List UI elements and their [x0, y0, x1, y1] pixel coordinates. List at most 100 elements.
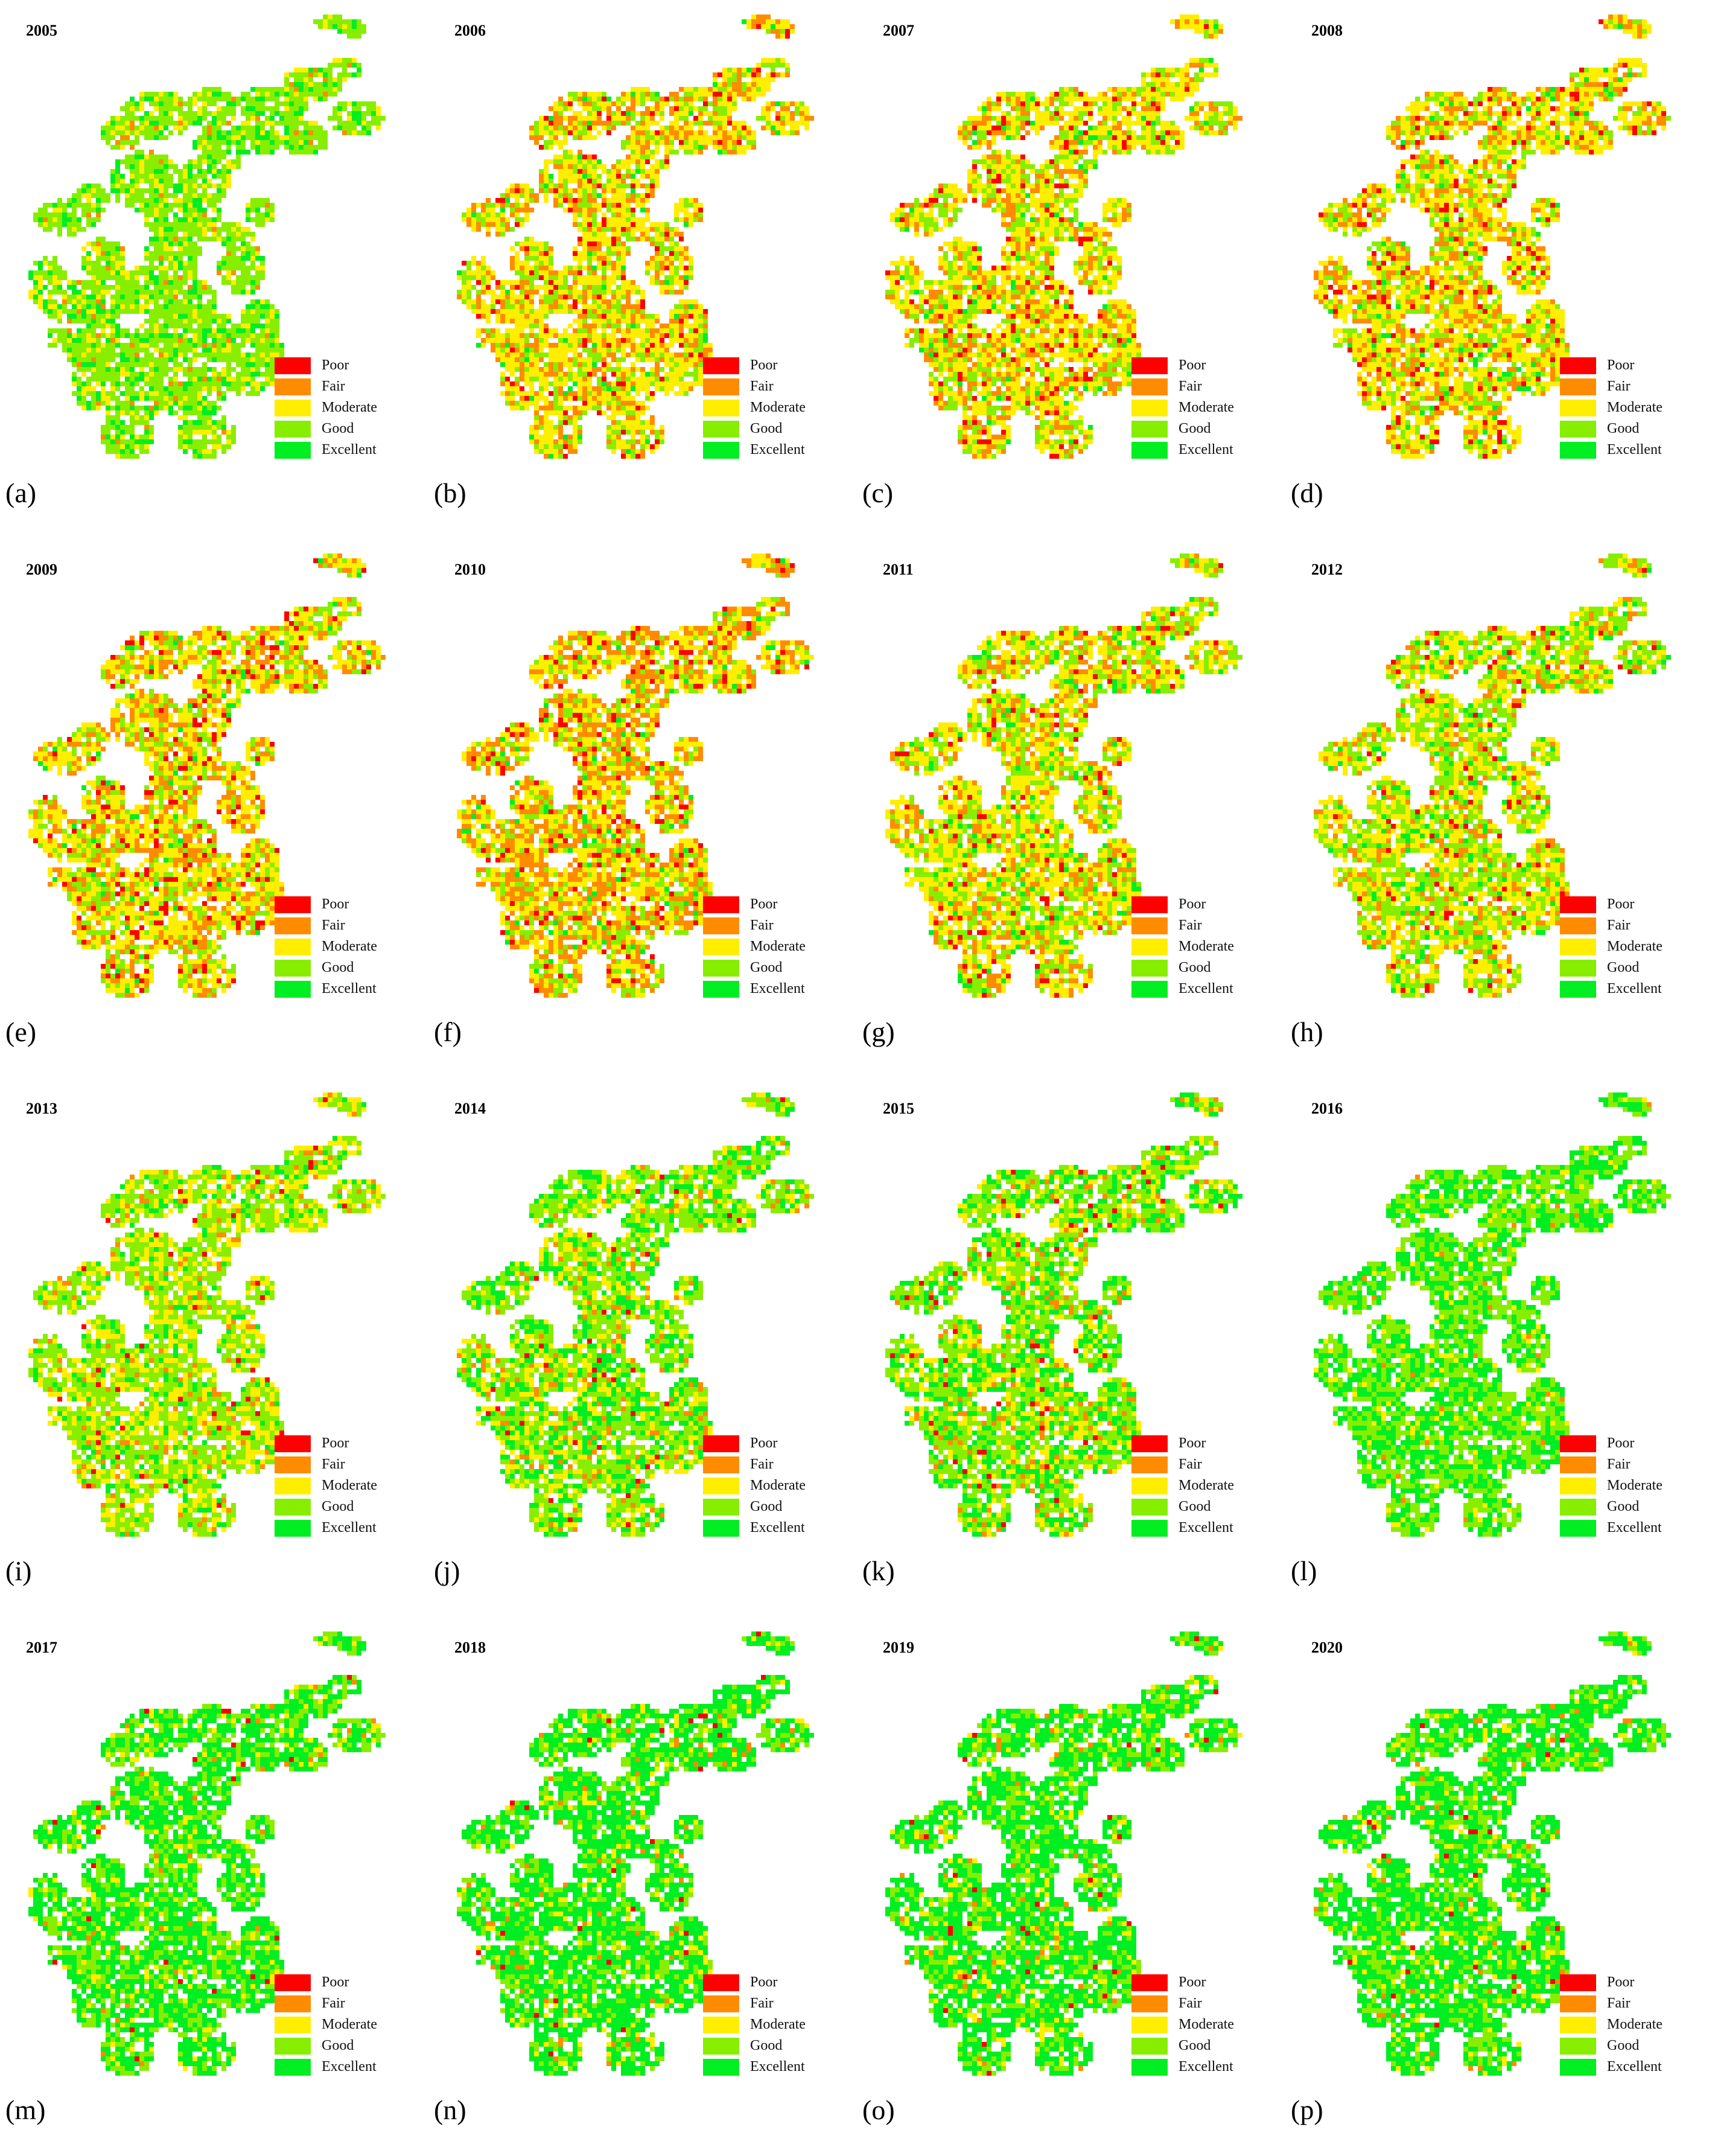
legend-swatch [703, 1456, 739, 1473]
map-panel: 2012 Poor Fair Moderate Good Excellent (h) [1286, 539, 1714, 1078]
legend-entry: Good [275, 2035, 377, 2056]
legend-entry: Excellent [1560, 439, 1662, 461]
legend-entry: Excellent [703, 439, 806, 461]
legend-label: Moderate [1179, 1478, 1234, 1494]
legend-swatch [275, 399, 311, 416]
legend-swatch [275, 896, 311, 913]
legend-label: Fair [750, 1995, 774, 2012]
map-legend: Poor Fair Moderate Good Excellent [1560, 355, 1662, 461]
legend-label: Moderate [1179, 939, 1234, 955]
legend-label: Moderate [750, 939, 806, 955]
legend-swatch [1131, 1435, 1168, 1452]
map-panel: 2016 Poor Fair Moderate Good Excellent (l) [1286, 1078, 1714, 1617]
legend-entry: Fair [1131, 915, 1234, 936]
legend-swatch [1560, 1519, 1596, 1537]
legend-entry: Good [703, 957, 806, 978]
ecological-quality-map [457, 14, 814, 459]
legend-swatch [703, 980, 739, 998]
legend-swatch [1560, 399, 1596, 416]
panel-letter: (j) [434, 1555, 460, 1587]
panel-year-label: 2012 [1311, 561, 1343, 579]
legend-entry: Excellent [275, 1517, 377, 1539]
legend-label: Fair [1179, 1995, 1202, 2012]
legend-swatch [1560, 378, 1596, 395]
legend-swatch [1131, 399, 1168, 416]
legend-entry: Fair [1131, 1993, 1234, 2014]
legend-label: Excellent [1179, 442, 1233, 458]
legend-swatch [1560, 1974, 1596, 1991]
legend-swatch [1560, 441, 1596, 459]
legend-label: Moderate [1179, 400, 1234, 416]
legend-swatch [275, 2037, 311, 2055]
legend-entry: Good [275, 418, 377, 439]
legend-label: Fair [1179, 378, 1202, 395]
legend-swatch [1131, 938, 1168, 955]
ecological-quality-map [1314, 1631, 1671, 2076]
panel-year-label: 2007 [883, 22, 914, 40]
legend-label: Good [322, 421, 354, 437]
map-legend: Poor Fair Moderate Good Excellent [1560, 1433, 1662, 1539]
legend-swatch [1560, 2058, 1596, 2076]
legend-entry: Good [703, 2035, 806, 2056]
legend-entry: Fair [703, 1454, 806, 1475]
legend-label: Fair [750, 917, 774, 934]
legend-swatch [1131, 420, 1168, 438]
legend-swatch [275, 1974, 311, 1991]
legend-entry: Poor [275, 1433, 377, 1454]
legend-swatch [1560, 420, 1596, 438]
legend-swatch [703, 2058, 739, 2076]
legend-swatch [703, 917, 739, 934]
panel-letter: (c) [862, 477, 893, 509]
map-panel: 2017 Poor Fair Moderate Good Excellent (m) [1, 1617, 429, 2156]
legend-label: Poor [1179, 1974, 1206, 1991]
legend-swatch [275, 2058, 311, 2076]
legend-swatch [703, 896, 739, 913]
legend-entry: Excellent [703, 2056, 806, 2078]
legend-label: Good [750, 421, 782, 437]
legend-swatch [1560, 1477, 1596, 1494]
legend-entry: Excellent [703, 1517, 806, 1539]
legend-entry: Poor [275, 894, 377, 915]
panel-letter: (h) [1291, 1016, 1323, 1048]
map-legend: Poor Fair Moderate Good Excellent [703, 1972, 806, 2078]
legend-entry: Poor [1131, 355, 1234, 376]
legend-entry: Good [1131, 2035, 1234, 2056]
legend-entry: Excellent [275, 978, 377, 1000]
legend-entry: Moderate [703, 1475, 806, 1496]
legend-swatch [1560, 2016, 1596, 2033]
legend-label: Poor [750, 1974, 777, 1991]
ecological-quality-map [1314, 14, 1671, 459]
map-legend: Poor Fair Moderate Good Excellent [275, 355, 377, 461]
legend-label: Good [1607, 421, 1639, 437]
legend-swatch [1131, 1477, 1168, 1494]
legend-label: Moderate [322, 400, 377, 416]
legend-swatch [1131, 1456, 1168, 1473]
legend-entry: Poor [1560, 1972, 1662, 1993]
legend-label: Fair [1179, 1456, 1202, 1473]
ecological-quality-map [885, 14, 1242, 459]
legend-label: Excellent [322, 981, 377, 997]
legend-swatch [1131, 896, 1168, 913]
map-legend: Poor Fair Moderate Good Excellent [1131, 1433, 1234, 1539]
ecological-quality-map [885, 553, 1242, 998]
legend-label: Moderate [1607, 2017, 1662, 2033]
legend-label: Poor [1607, 896, 1634, 913]
legend-entry: Good [1131, 1496, 1234, 1517]
legend-entry: Good [1560, 2035, 1662, 2056]
legend-entry: Fair [703, 376, 806, 397]
legend-swatch [1560, 896, 1596, 913]
legend-entry: Excellent [703, 978, 806, 1000]
legend-swatch [1560, 2037, 1596, 2055]
ecological-quality-map [457, 1092, 814, 1537]
legend-swatch [1560, 1456, 1596, 1473]
legend-swatch [1560, 938, 1596, 955]
legend-entry: Excellent [275, 439, 377, 461]
legend-label: Good [750, 960, 782, 976]
map-legend: Poor Fair Moderate Good Excellent [1560, 894, 1662, 1000]
map-panel: 2015 Poor Fair Moderate Good Excellent (k) [858, 1078, 1286, 1617]
legend-label: Excellent [1179, 1520, 1233, 1536]
legend-entry: Excellent [1131, 978, 1234, 1000]
legend-swatch [275, 1498, 311, 1516]
legend-entry: Moderate [275, 397, 377, 418]
